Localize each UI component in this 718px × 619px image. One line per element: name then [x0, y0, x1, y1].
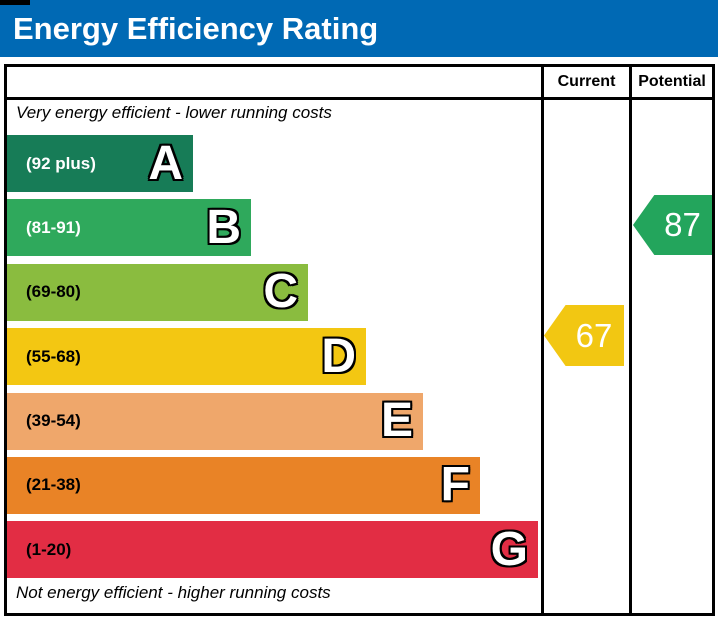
band-range-label-G: (1-20)	[26, 539, 72, 559]
current-column-header: Current	[557, 73, 616, 90]
band-letter-E: E	[380, 394, 413, 448]
band-letter-G: G	[490, 522, 528, 576]
band-range-label-D: (55-68)	[26, 346, 81, 366]
potential-rating-arrow: 87	[633, 195, 712, 255]
band-row-B: (81-91) B	[7, 199, 251, 257]
potential-rating-value: 87	[664, 206, 701, 243]
band-row-A: (92 plus) A	[7, 135, 193, 192]
band-range-label-B: (81-91)	[26, 217, 81, 237]
band-letter-D: D	[321, 329, 356, 383]
top-note: Very energy efficient - lower running co…	[16, 103, 332, 122]
band-row-D: (55-68) D	[7, 328, 366, 386]
band-letter-C: C	[263, 265, 298, 319]
current-rating-arrow: 67	[544, 305, 624, 366]
title-bar: Energy Efficiency Rating	[0, 0, 718, 57]
rating-table: Current Potential Very energy efficient …	[4, 64, 715, 616]
page-title: Energy Efficiency Rating	[13, 10, 379, 46]
potential-column-divider	[629, 67, 632, 613]
band-letter-B: B	[206, 200, 241, 254]
current-rating-value: 67	[575, 316, 613, 354]
band-row-G: (1-20) G	[7, 521, 538, 579]
band-letter-A: A	[148, 136, 183, 190]
bottom-note: Not energy efficient - higher running co…	[16, 583, 331, 602]
current-column-divider	[541, 67, 544, 613]
screenshot-edge-artifact	[0, 0, 30, 5]
band-range-label-C: (69-80)	[26, 282, 81, 302]
band-row-E: (39-54) E	[7, 392, 423, 450]
band-range-label-E: (39-54)	[26, 411, 81, 431]
band-range-label-F: (21-38)	[26, 475, 81, 495]
band-row-C: (69-80) C	[7, 263, 308, 321]
bands: (92 plus) A (81-91) B (69-80) C (55-68) D (39-54…	[7, 135, 538, 579]
band-row-F: (21-38) F	[7, 456, 480, 514]
band-letter-F: F	[440, 458, 470, 512]
potential-column-header: Potential	[638, 73, 706, 90]
band-range-label-A: (92 plus)	[26, 153, 96, 173]
header-divider-line	[7, 97, 712, 100]
